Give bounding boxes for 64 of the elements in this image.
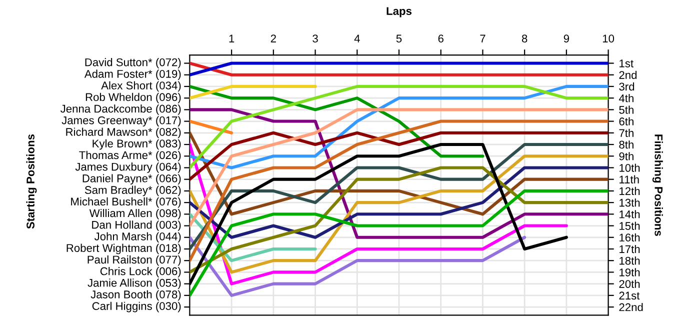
line-series xyxy=(190,142,608,251)
line-series xyxy=(190,84,608,170)
y-tick-label: 12th xyxy=(620,186,640,196)
text: Richard Mawson* (082) xyxy=(66,128,181,138)
y-tick-label: 8th xyxy=(619,140,634,149)
text: Adam Foster* (019) xyxy=(84,70,181,80)
y-tick-label: 7th xyxy=(619,128,634,138)
text: Robert Wightman (018) xyxy=(66,244,181,254)
x-tick-label: 6 xyxy=(438,34,444,42)
line-series xyxy=(190,120,608,262)
text: Kyle Brown* (083) xyxy=(92,139,181,150)
y-tick-label: 21st xyxy=(619,292,640,300)
y-tick-label: 20th xyxy=(619,280,640,288)
text: Sam Bradley* (062) xyxy=(84,186,181,196)
text: Starting Positions xyxy=(26,134,37,229)
text: Daniel Payne* (066) xyxy=(82,174,181,185)
x-tick-label: 5 xyxy=(396,34,402,42)
y-tick-label: 22nd xyxy=(619,303,643,312)
text: Chris Lock (006) xyxy=(100,267,181,278)
y-tick-label: 2nd xyxy=(619,70,637,79)
y-tick-label: 9th xyxy=(619,152,634,160)
line-series xyxy=(190,84,484,158)
line-series xyxy=(190,189,608,297)
text: William Allen (098) xyxy=(89,208,181,220)
x-tick-label: 2 xyxy=(270,34,276,42)
text: Jenna Dackcombe (086) xyxy=(60,104,181,115)
text: Jamie Allison (053) xyxy=(88,278,181,289)
y-tick-label: 4th xyxy=(618,94,634,102)
text: Jason Booth (078) xyxy=(90,290,181,301)
text: David Sutton* (072) xyxy=(85,58,181,68)
y-tick-label: 14th xyxy=(620,210,640,218)
text: Paul Railston (077) xyxy=(88,255,181,266)
x-tick-label: 7 xyxy=(480,34,486,42)
x-tick-label: 10 xyxy=(602,34,614,42)
y-tick-label: 19th xyxy=(620,268,640,276)
x-tick-label: 3 xyxy=(312,34,318,42)
y-tick-label: 16th xyxy=(620,233,640,242)
y-tick-label: 17th xyxy=(620,244,640,254)
y-tick-label: 11th xyxy=(620,175,639,184)
y-tick-label: 5th xyxy=(619,106,634,114)
y-tick-label: 3rd xyxy=(619,82,634,91)
x-axis-title: Laps xyxy=(386,7,412,18)
line-series xyxy=(190,236,526,297)
y-tick-label: 10th xyxy=(620,164,640,172)
text: Michael Bushell* (076) xyxy=(71,197,181,208)
text: Thomas Arme* (026) xyxy=(79,150,181,162)
x-tick-label: 9 xyxy=(564,34,570,42)
y-tick-label: 18th xyxy=(620,256,640,265)
x-tick-label: 4 xyxy=(354,34,360,42)
y-tick-label: 13th xyxy=(620,198,640,207)
line-series xyxy=(190,166,608,239)
text: Dan Holland (003) xyxy=(92,220,181,231)
text: James Greenway* (017) xyxy=(62,116,181,126)
y-tick-label: 1st xyxy=(620,60,634,68)
text: James Duxbury (064) xyxy=(75,162,181,173)
text: Rob Wheldon (096) xyxy=(86,92,181,104)
text: Carl Higgins (030) xyxy=(92,302,181,312)
x-tick-label: 8 xyxy=(522,34,528,42)
y-tick-label: 6th xyxy=(619,117,634,126)
text: Alex Short (034) xyxy=(101,81,181,92)
y-axis-title: Finishing Positions xyxy=(652,134,663,236)
x-tick-label: 1 xyxy=(229,34,234,42)
text: John Marsh (044) xyxy=(94,232,181,243)
y-tick-label: 15th xyxy=(620,222,640,230)
